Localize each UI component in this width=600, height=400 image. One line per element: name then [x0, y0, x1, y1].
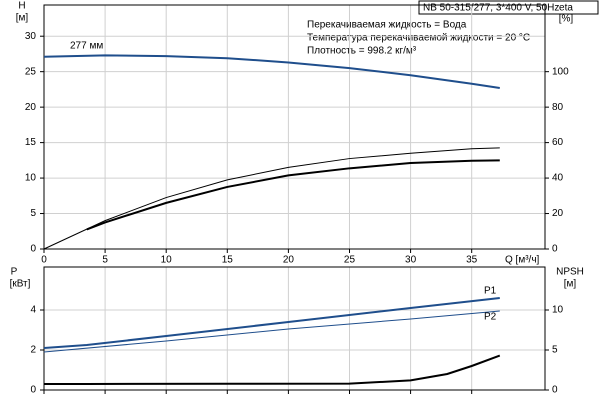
y-label: P [11, 267, 18, 278]
annotation: Перекачиваемая жидкость = Вода [307, 20, 467, 31]
curve [43, 54, 500, 89]
x-tick-label: 5 [102, 255, 108, 266]
y2-label: NPSH [556, 267, 584, 278]
chart-title: NB 50-315/277, 3*400 V, 50Hz [423, 3, 559, 14]
x-tick-label: 35 [466, 255, 478, 266]
curve [43, 297, 500, 349]
curve-label: P1 [484, 286, 497, 297]
y-tick-label: 10 [25, 173, 37, 184]
y2-label: eta [559, 3, 573, 14]
curve-label: 277 мм [70, 41, 103, 52]
y-tick-label: 0 [30, 244, 36, 255]
curve [43, 147, 500, 250]
y-tick-label: 25 [25, 66, 37, 77]
y2-unit: [м] [564, 279, 577, 290]
x-tick-label: 30 [405, 255, 417, 266]
curve [86, 159, 500, 231]
y2-tick-label: 10 [552, 305, 564, 316]
y-unit: [м] [16, 13, 29, 24]
y2-unit: [%] [559, 14, 574, 25]
y-tick-label: 30 [25, 31, 37, 42]
plot-frame [43, 266, 546, 391]
x-tick-label: 15 [222, 255, 234, 266]
y2-tick-label: 0 [552, 244, 558, 255]
x-label: Q [м³/ч] [505, 255, 540, 266]
y-tick-label: 4 [30, 305, 36, 316]
x-tick-label: 10 [161, 255, 173, 266]
annotation: Плотность = 998.2 кг/м³ [307, 46, 417, 57]
y2-tick-label: 60 [552, 137, 564, 148]
y2-tick-label: 0 [552, 385, 558, 396]
y-tick-label: 15 [25, 137, 37, 148]
y2-tick-label: 100 [552, 66, 569, 77]
curve-label: P2 [484, 312, 497, 323]
plot-frame [43, 4, 546, 250]
y2-tick-label: 40 [552, 173, 564, 184]
y2-tick-label: 20 [552, 208, 564, 219]
y-tick-label: 0 [30, 385, 36, 396]
x-tick-label: 0 [41, 255, 47, 266]
y2-tick-label: 5 [552, 345, 558, 356]
y-label: H [18, 1, 25, 12]
y2-tick-label: 80 [552, 102, 564, 113]
curve [44, 354, 501, 385]
y-tick-label: 20 [25, 102, 37, 113]
annotation: Температура перекачиваемой жидкости = 20… [307, 33, 530, 44]
y-tick-label: 2 [30, 345, 36, 356]
x-tick-label: 20 [283, 255, 295, 266]
y-tick-label: 5 [30, 208, 36, 219]
y-unit: [кВт] [10, 279, 31, 290]
title-box [418, 0, 599, 15]
curve [43, 310, 500, 353]
x-tick-label: 25 [344, 255, 356, 266]
